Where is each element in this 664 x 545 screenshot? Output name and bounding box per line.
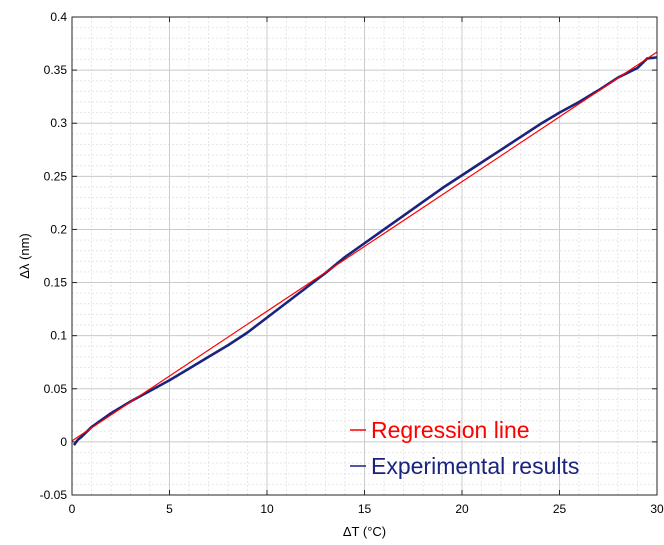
legend-label-regression-line: Regression line: [371, 417, 530, 443]
y-tick-label: 0.4: [50, 10, 67, 24]
y-tick-label: -0.05: [40, 488, 68, 502]
legend: Regression line Experimental results: [350, 417, 579, 479]
x-axis-title: ΔT (°C): [343, 524, 386, 539]
series-line-experimental-results: [72, 56, 658, 446]
x-tick-label: 30: [650, 502, 664, 516]
y-tick-label: 0.3: [50, 116, 67, 130]
y-tick-label: 0: [60, 435, 67, 449]
x-tick-label: 15: [358, 502, 372, 516]
y-tick-label: 0.35: [44, 63, 68, 77]
y-tick-label: 0.15: [44, 276, 68, 290]
series-line-regression-line: [71, 51, 658, 442]
x-tick-label: 0: [69, 502, 76, 516]
y-axis-title: Δλ (nm): [17, 233, 32, 279]
x-tick-label: 25: [553, 502, 567, 516]
series-layer: [71, 51, 658, 446]
y-tick-label: 0.2: [50, 222, 67, 236]
x-tick-label: 10: [260, 502, 274, 516]
legend-label-experimental-results: Experimental results: [371, 453, 579, 479]
y-axis: -0.05 0 0.05 0.1 0.15 0.2 0.25 0.3 0.35 0.4: [40, 10, 657, 502]
x-tick-label: 5: [166, 502, 173, 516]
x-axis: 0 5 10 15 20 25 30: [69, 17, 664, 516]
y-tick-label: 0.1: [50, 329, 67, 343]
y-tick-label: 0.25: [44, 169, 68, 183]
x-tick-label: 20: [455, 502, 469, 516]
y-tick-label: 0.05: [44, 382, 68, 396]
